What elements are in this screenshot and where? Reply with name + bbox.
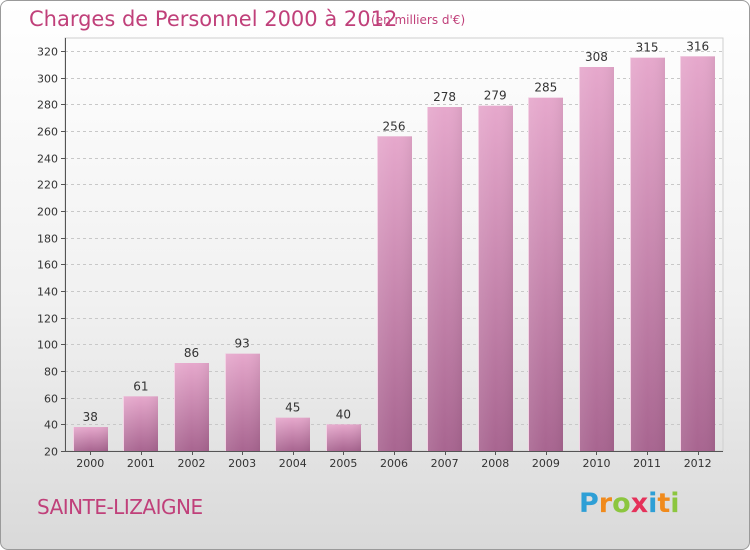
x-tick-label: 2007: [431, 457, 459, 470]
data-label: 256: [383, 119, 406, 133]
bar-shine: [377, 136, 412, 452]
data-label: 86: [184, 346, 199, 360]
y-tick-label: 100: [37, 339, 58, 352]
bar-shine: [174, 363, 209, 451]
y-tick-label: 60: [44, 393, 58, 406]
y-tick-label: 40: [44, 419, 58, 432]
x-tick-label: 2003: [228, 457, 256, 470]
bar-shine: [326, 424, 361, 451]
y-tick-label: 160: [37, 259, 58, 272]
y-tick-label: 240: [37, 153, 58, 166]
bar-shine: [630, 57, 665, 452]
x-tick-label: 2006: [380, 457, 408, 470]
logo-letter: t: [657, 488, 671, 519]
x-tick-label: 2001: [127, 457, 155, 470]
place-name: SAINTE-LIZAIGNE: [37, 495, 203, 519]
data-label: 38: [83, 410, 98, 424]
y-tick-label: 280: [37, 99, 58, 112]
x-tick-label: 2005: [329, 457, 357, 470]
data-label: 315: [636, 41, 659, 55]
logo-letter: x: [630, 488, 649, 519]
bar-shine: [680, 56, 715, 451]
x-tick-label: 2008: [481, 457, 509, 470]
bar-shine: [478, 105, 513, 452]
bar-shine: [427, 107, 462, 451]
logo-letter: P: [579, 488, 599, 519]
y-tick-label: 20: [44, 446, 58, 459]
bar-shine: [528, 97, 563, 452]
x-tick-label: 2011: [633, 457, 661, 470]
data-label: 61: [133, 379, 148, 393]
bar-shine: [225, 353, 260, 451]
x-tick-label: 2002: [178, 457, 206, 470]
x-tick-label: 2004: [279, 457, 307, 470]
logo-letter: i: [648, 488, 658, 519]
data-label: 308: [585, 50, 608, 64]
y-tick-label: 180: [37, 233, 58, 246]
y-tick-label: 120: [37, 313, 58, 326]
logo-letter: i: [670, 488, 680, 519]
x-tick-label: 2012: [684, 457, 712, 470]
x-tick-label: 2000: [76, 457, 104, 470]
logo-letter: r: [598, 488, 613, 519]
x-tick-label: 2009: [532, 457, 560, 470]
bar-shine: [73, 427, 108, 451]
data-label: 40: [336, 407, 351, 421]
chart-title: Charges de Personnel 2000 à 2012: [29, 7, 398, 31]
data-label: 93: [235, 337, 250, 351]
data-label: 285: [534, 81, 557, 95]
y-tick-label: 320: [37, 46, 58, 59]
bar-shine: [123, 396, 158, 451]
data-label: 316: [686, 39, 709, 53]
y-tick-label: 80: [44, 366, 58, 379]
chart-unit: (en milliers d'€): [371, 13, 466, 27]
data-label: 45: [285, 401, 300, 415]
y-tick-label: 300: [37, 73, 58, 86]
y-tick-label: 140: [37, 286, 58, 299]
data-label: 278: [433, 90, 456, 104]
y-tick-label: 200: [37, 206, 58, 219]
data-label: 279: [484, 89, 507, 103]
bar-shine: [579, 67, 614, 451]
logo-letter: o: [612, 488, 631, 519]
x-tick-label: 2010: [582, 457, 610, 470]
y-tick-label: 220: [37, 179, 58, 192]
y-tick-label: 260: [37, 126, 58, 139]
bar-shine: [275, 417, 310, 451]
proxiti-logo: Proxiti: [579, 488, 680, 519]
